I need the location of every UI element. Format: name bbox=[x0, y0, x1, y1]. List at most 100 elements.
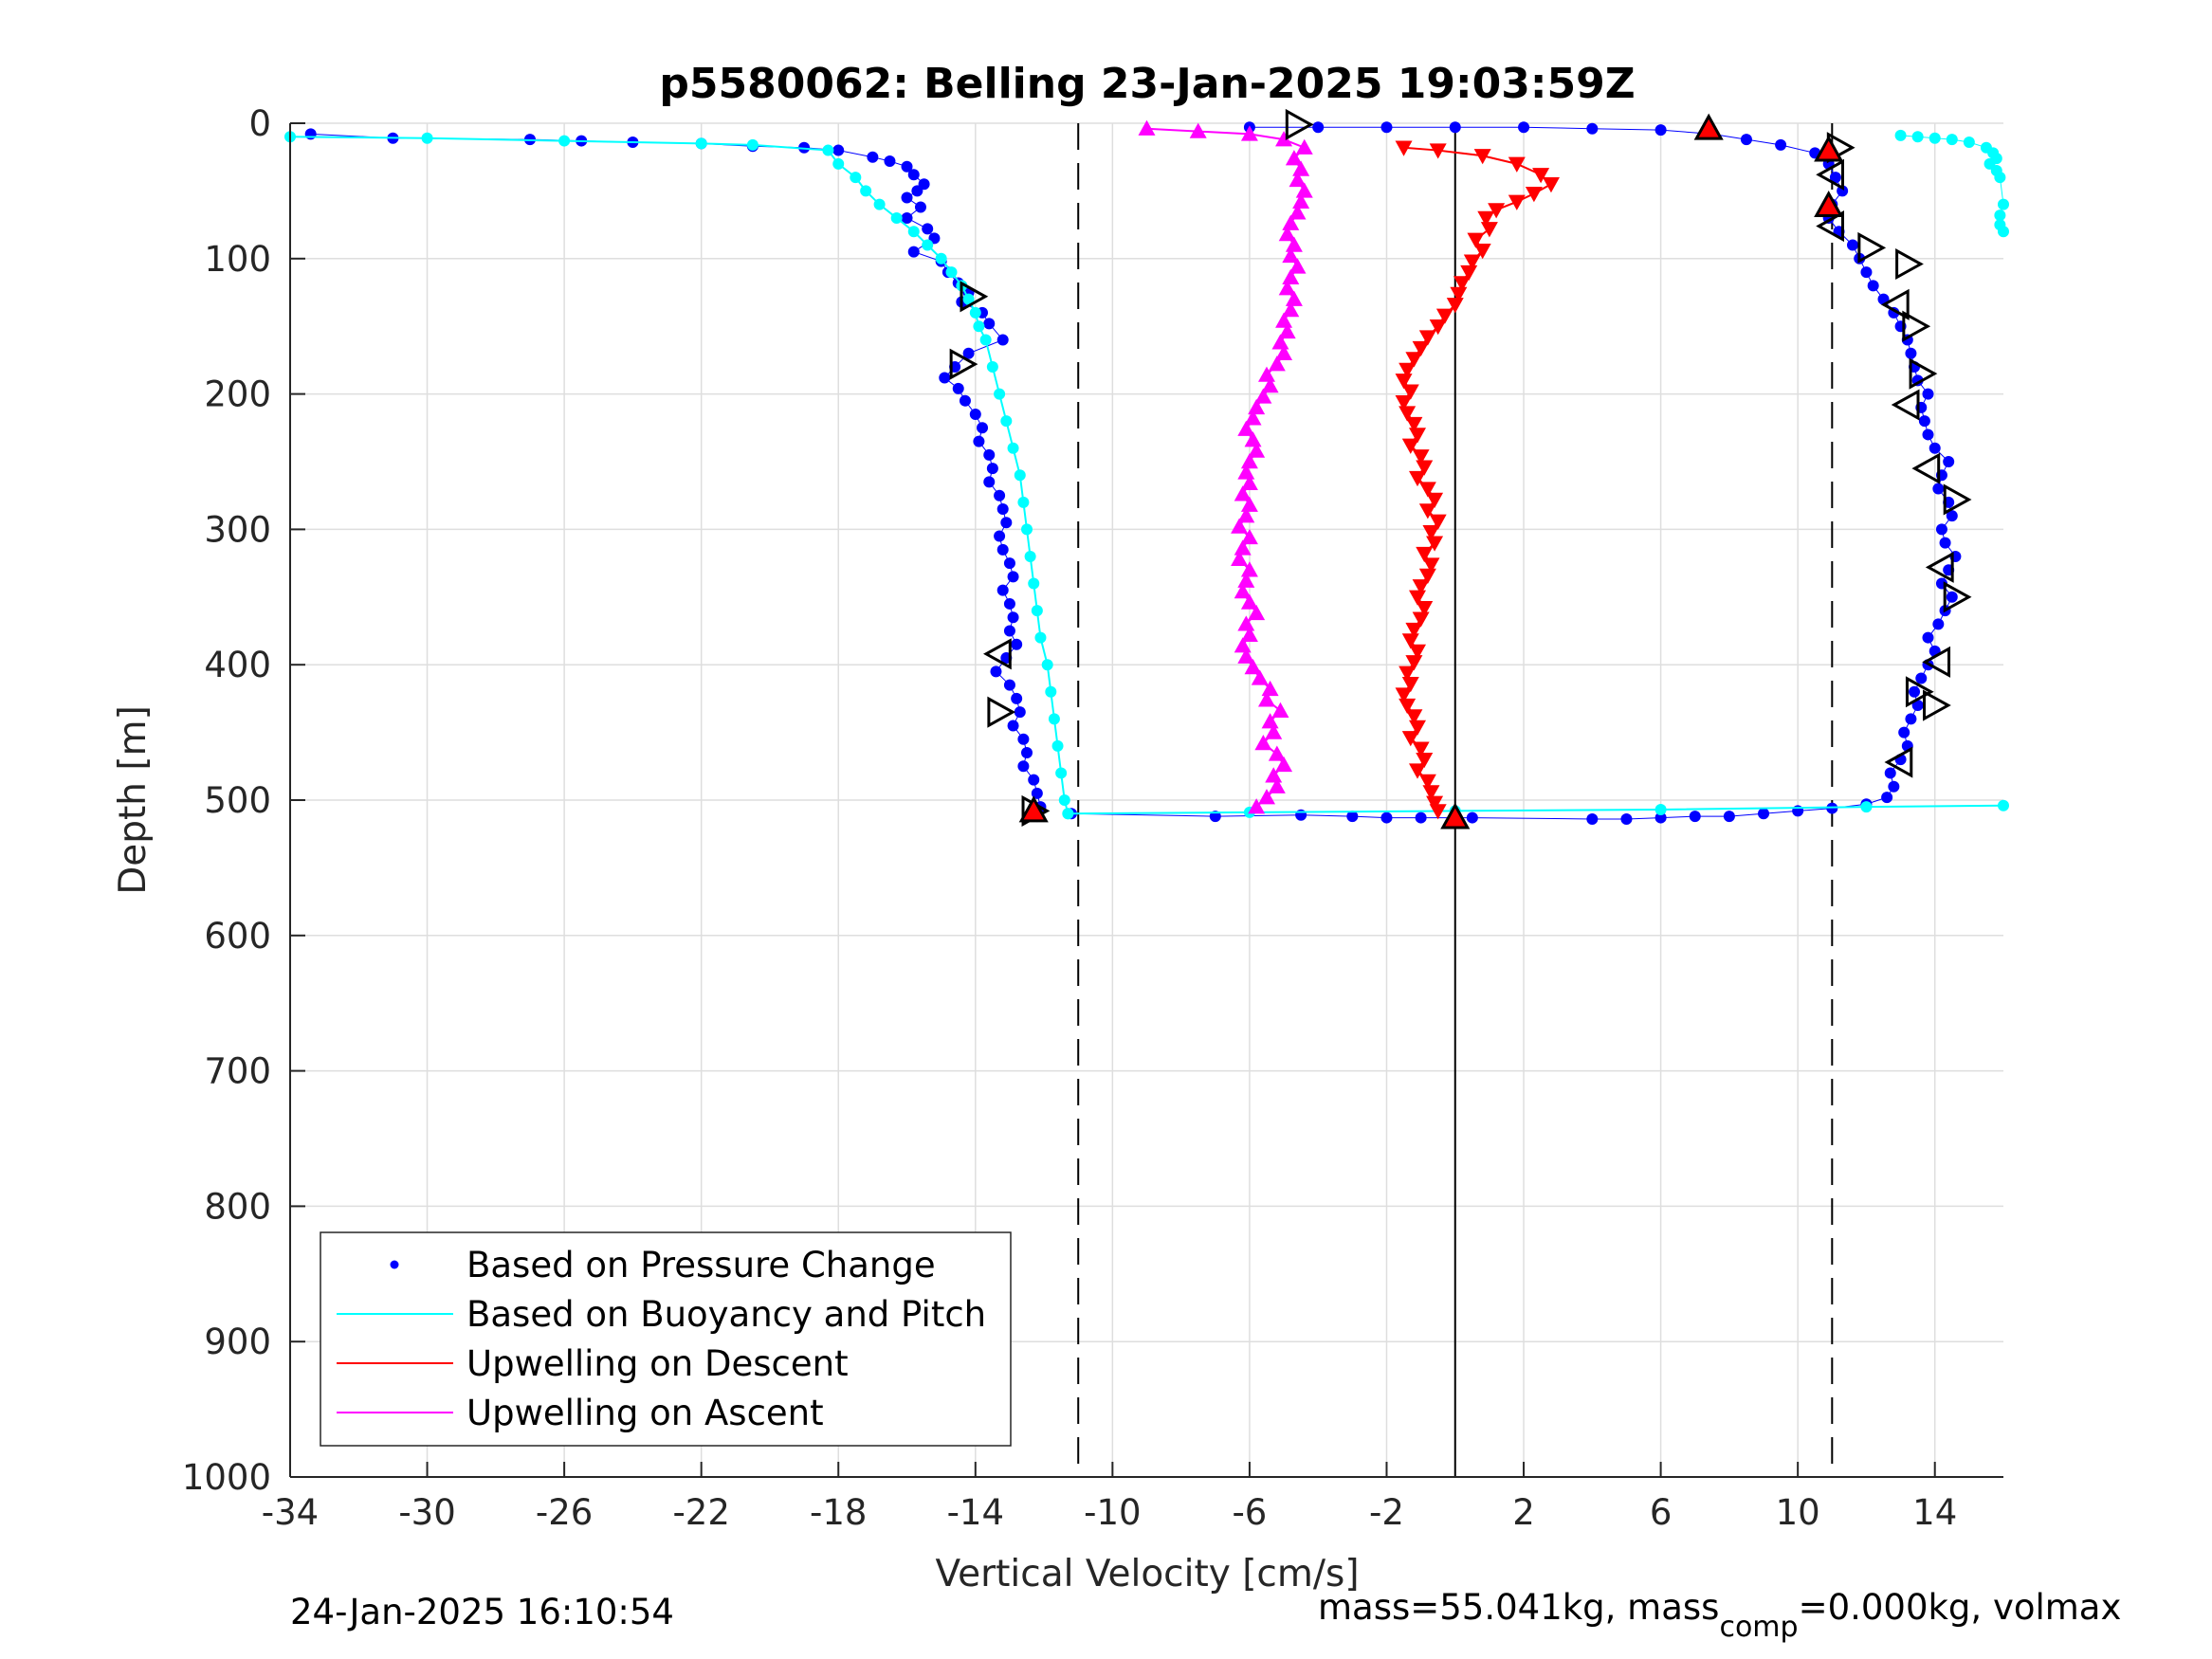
series-point bbox=[1508, 194, 1526, 210]
series-point bbox=[1888, 780, 1900, 793]
series-point bbox=[850, 172, 862, 184]
series-point bbox=[1312, 121, 1325, 134]
legend-label-ascent: Upwelling on Ascent bbox=[466, 1393, 824, 1433]
y-tick-label: 200 bbox=[204, 374, 271, 415]
series-point bbox=[1257, 366, 1275, 382]
series-point bbox=[832, 157, 845, 170]
series-point bbox=[1415, 811, 1427, 824]
series-point bbox=[1398, 406, 1417, 422]
open-triangle-marker bbox=[1943, 483, 1972, 516]
open-triangle-marker bbox=[1857, 231, 1887, 264]
series-point bbox=[1418, 482, 1436, 498]
series-point bbox=[1031, 787, 1043, 799]
series-point bbox=[1911, 700, 1924, 712]
series-point bbox=[867, 151, 879, 163]
series-point bbox=[1048, 713, 1060, 725]
series-point bbox=[1401, 731, 1419, 747]
series-point bbox=[1261, 680, 1279, 697]
series-point bbox=[832, 144, 845, 156]
series-point bbox=[1034, 631, 1047, 644]
series-point bbox=[1943, 456, 1955, 467]
reference-lines bbox=[1077, 123, 1834, 1477]
series-point bbox=[1829, 172, 1841, 184]
series-point bbox=[1285, 150, 1303, 166]
footer-mass-suffix: =0.000kg, volmax bbox=[1799, 1587, 2122, 1628]
series-point bbox=[1405, 655, 1423, 671]
series-point bbox=[935, 252, 947, 264]
series-point bbox=[1775, 138, 1787, 151]
series-point bbox=[973, 435, 985, 447]
series-point bbox=[973, 320, 985, 333]
series-point bbox=[922, 223, 934, 235]
series-point bbox=[1416, 546, 1434, 563]
series-point bbox=[1542, 177, 1560, 193]
series-point bbox=[1346, 811, 1359, 823]
series-point bbox=[1846, 239, 1858, 251]
series-point bbox=[1860, 801, 1873, 813]
series-point bbox=[1409, 644, 1427, 660]
series-point bbox=[1234, 539, 1252, 556]
series-point bbox=[1412, 611, 1430, 628]
filled-triangle-marker bbox=[1693, 113, 1724, 140]
series-point bbox=[1244, 431, 1262, 447]
series-point bbox=[860, 185, 872, 197]
x-tick-label: 6 bbox=[1650, 1492, 1673, 1533]
series-point bbox=[1275, 344, 1293, 360]
series-point bbox=[1426, 492, 1444, 508]
series-point bbox=[1257, 691, 1275, 707]
series-point bbox=[1412, 741, 1430, 757]
series-point bbox=[1240, 496, 1258, 512]
series-point bbox=[1248, 442, 1266, 458]
series-point bbox=[914, 201, 926, 213]
series-point bbox=[304, 128, 317, 140]
series-point bbox=[986, 361, 998, 374]
y-tick-label: 800 bbox=[204, 1186, 271, 1227]
open-triangle-marker bbox=[1895, 247, 1924, 281]
series-point bbox=[1234, 583, 1252, 599]
series-point bbox=[1915, 672, 1928, 684]
open-triangle-marker bbox=[1909, 357, 1938, 390]
series-point bbox=[911, 185, 923, 197]
series-point bbox=[1963, 136, 1975, 148]
x-tick-label: -26 bbox=[536, 1492, 593, 1533]
series-point bbox=[1860, 266, 1873, 279]
y-tick-label: 300 bbox=[204, 509, 271, 550]
series-point bbox=[994, 388, 1006, 400]
series-point bbox=[1275, 131, 1293, 147]
x-tick-label: -14 bbox=[947, 1492, 1004, 1533]
open-triangle-marker bbox=[1922, 646, 1951, 678]
x-tick-label: -2 bbox=[1369, 1492, 1404, 1533]
series-point bbox=[1939, 537, 1951, 549]
open-triangle-marker bbox=[1902, 310, 1931, 342]
series-point bbox=[1867, 280, 1879, 292]
series-point bbox=[1740, 134, 1752, 146]
series-point bbox=[1398, 665, 1417, 682]
series-point bbox=[1905, 347, 1917, 359]
series-point bbox=[1138, 119, 1156, 136]
series-point bbox=[1518, 121, 1530, 134]
legend-box bbox=[320, 1231, 1012, 1447]
series-point bbox=[1240, 593, 1258, 610]
series-point bbox=[1007, 571, 1019, 583]
series-point bbox=[1932, 483, 1945, 495]
series-point bbox=[1380, 811, 1393, 824]
series-point bbox=[1237, 572, 1255, 588]
series-point bbox=[1395, 140, 1413, 156]
series-point bbox=[983, 476, 996, 488]
series-point bbox=[1409, 428, 1427, 444]
series-point bbox=[1248, 604, 1266, 621]
series-point bbox=[996, 334, 1009, 346]
series-point bbox=[1418, 568, 1436, 584]
open-triangle-marker bbox=[1816, 210, 1844, 243]
profile-markers bbox=[949, 108, 1972, 830]
series-point bbox=[746, 138, 759, 151]
series-point bbox=[1051, 739, 1064, 752]
series-point bbox=[1295, 138, 1313, 155]
chart-title: p5580062: Belling 23-Jan-2025 19:03:59Z bbox=[659, 60, 1635, 108]
series-point bbox=[1261, 713, 1279, 729]
series-point bbox=[1285, 290, 1303, 306]
series-point bbox=[1380, 121, 1393, 134]
legend-swatch-pressure bbox=[390, 1260, 399, 1269]
series-point bbox=[983, 318, 996, 330]
series-point bbox=[1620, 812, 1633, 825]
